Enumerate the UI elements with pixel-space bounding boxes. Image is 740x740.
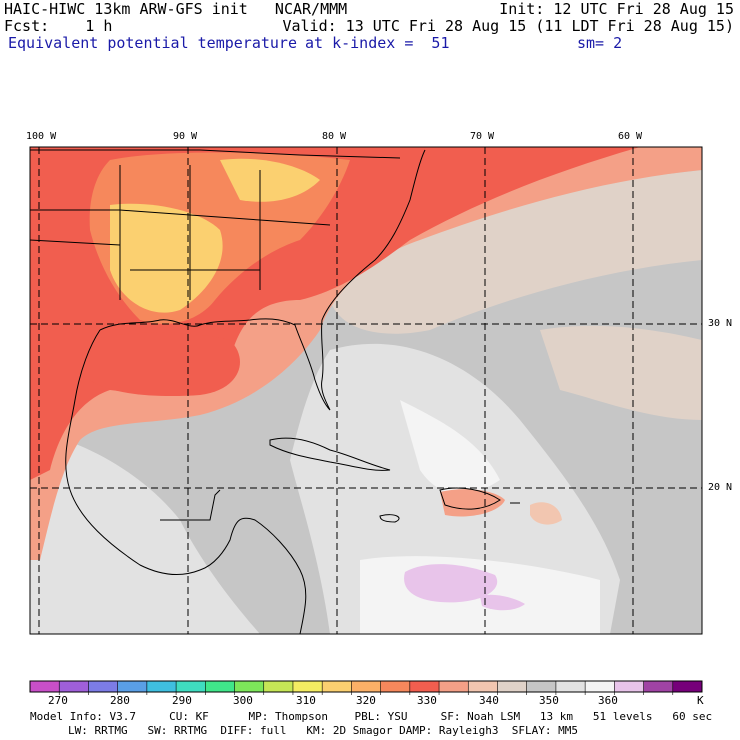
coastlines [30, 149, 520, 634]
smoothing-value: sm= 2 [577, 34, 623, 52]
colorbar-swatch [409, 681, 440, 692]
lat-label-30n: 30 N [708, 318, 733, 329]
colorbar-swatch [468, 681, 498, 692]
field-patch-365-b [480, 594, 525, 611]
lon-label-60w: 60 W [618, 131, 643, 142]
colorbar-label-280: 280 [110, 694, 130, 707]
colorbar-swatch [439, 681, 469, 692]
field-region-320 [110, 203, 223, 313]
colorbar-label-360: 360 [598, 694, 618, 707]
field-patch-345-east [540, 325, 702, 420]
colorbar-label-310: 310 [296, 694, 316, 707]
colorbar-swatch [672, 681, 703, 692]
field-patch-365 [404, 564, 498, 603]
colorbar-swatch [205, 681, 236, 692]
model-info-line1: Model Info: V3.7 CU: KF MP: Thompson PBL… [30, 710, 713, 723]
field-patch-hispaniola [440, 489, 505, 517]
colorbar-swatch [234, 681, 265, 692]
lon-label-70w: 70 W [470, 131, 495, 142]
colorbar [29, 680, 703, 695]
colorbar-swatch [117, 681, 148, 692]
init-time: Init: 12 UTC Fri 28 Aug 15 [499, 0, 734, 18]
field-gulf-core [90, 332, 240, 397]
colorbar-swatch [614, 681, 645, 692]
field-name: Equivalent potential temperature [8, 34, 297, 52]
lon-label-80w: 80 W [322, 131, 347, 142]
field-region-360 [400, 400, 500, 494]
colorbar-swatch [555, 681, 586, 692]
colorbar-swatch [351, 681, 382, 692]
lon-label-100w: 100 W [26, 131, 57, 142]
colorbar-swatch [322, 681, 352, 692]
colorbar-label-320: 320 [356, 694, 376, 707]
colorbar-units: K [697, 694, 704, 707]
model-title: HAIC-HIWC 13km ARW-GFS init NCAR/MMM [4, 0, 348, 18]
colorbar-swatch [263, 681, 294, 692]
level-index: at k-index = 51 [305, 34, 450, 52]
field-band-345 [330, 170, 702, 334]
lat-lon-grid [30, 147, 702, 634]
colorbar-swatch [88, 681, 119, 692]
colorbar-label-270: 270 [48, 694, 68, 707]
colorbar-swatch [497, 681, 528, 692]
map-frame [29, 146, 703, 635]
field-region-mexico [30, 430, 260, 634]
lat-label-20n: 20 N [708, 482, 733, 493]
colorbar-swatch [585, 681, 615, 692]
model-info-line2: LW: RRTMG SW: RRTMG DIFF: full KM: 2D Sm… [68, 724, 578, 737]
colorbar-swatch [59, 681, 89, 692]
colorbar-swatch [30, 681, 60, 692]
field-shading [30, 147, 702, 634]
colorbar-swatch [292, 681, 323, 692]
colorbar-swatch [176, 681, 206, 692]
field-region-320-north [220, 158, 320, 202]
colorbar-label-340: 340 [479, 694, 499, 707]
colorbar-label-330: 330 [417, 694, 437, 707]
colorbar-label-300: 300 [233, 694, 253, 707]
lon-label-90w: 90 W [173, 131, 198, 142]
forecast-hour: Fcst: 1 h [4, 17, 113, 35]
colorbar-swatch [526, 681, 557, 692]
colorbar-swatch [643, 681, 674, 692]
valid-time: Valid: 13 UTC Fri 28 Aug 15 (11 LDT Fri … [282, 17, 734, 35]
colorbar-swatch [146, 681, 177, 692]
colorbar-frame [29, 680, 703, 693]
colorbar-label-290: 290 [172, 694, 192, 707]
field-patch-east [530, 502, 562, 525]
colorbar-label-350: 350 [539, 694, 559, 707]
colorbar-swatch [380, 681, 411, 692]
